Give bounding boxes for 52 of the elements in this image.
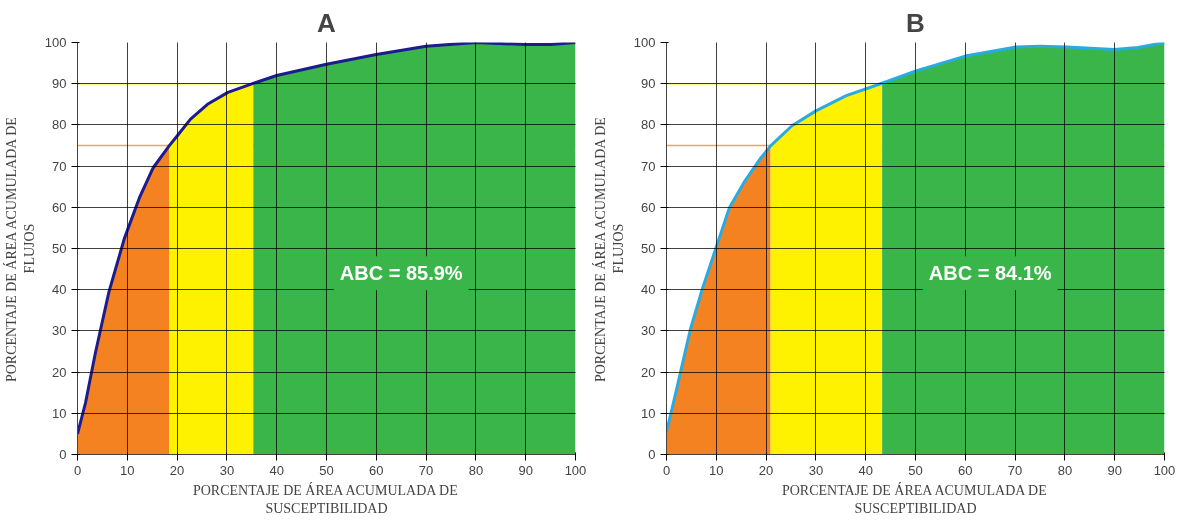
annotation: ABC = 85.9% xyxy=(339,262,463,285)
y-axis-title: PORCENTAJE DE ÁREA ACUMULADA DE FLUJOS xyxy=(2,117,37,383)
annotation: ABC = 84.1% xyxy=(928,262,1052,285)
y-tick-label: 30 xyxy=(641,323,656,339)
y-tick-label: 20 xyxy=(641,364,656,380)
chart-title: A xyxy=(317,7,337,38)
y-tick-label: 0 xyxy=(59,447,67,462)
x-tick-label: 40 xyxy=(858,462,873,478)
y-tick-label: 10 xyxy=(641,405,656,421)
y-tick-label: 100 xyxy=(44,35,67,50)
y-tick-label: 80 xyxy=(641,117,656,133)
x-tick-label: 100 xyxy=(1153,462,1176,478)
x-tick-label: 60 xyxy=(958,462,973,478)
x-tick-label: 20 xyxy=(169,462,185,478)
x-tick-label: 80 xyxy=(468,462,484,478)
y-tick-label: 30 xyxy=(52,323,67,339)
x-tick-label: 70 xyxy=(418,462,434,478)
y-tick-label: 0 xyxy=(648,447,656,462)
x-tick-label: 40 xyxy=(269,462,284,478)
x-tick-label: 20 xyxy=(758,462,774,478)
x-tick-label: 10 xyxy=(709,462,724,478)
x-axis-title: PORCENTAJE DE ÁREA ACUMULADA DE SUSCEPTIBILIDAD xyxy=(781,481,1047,516)
x-tick-label: 0 xyxy=(73,462,82,478)
y-tick-label: 40 xyxy=(52,282,67,298)
x-tick-label: 30 xyxy=(219,462,235,478)
x-tick-label: 60 xyxy=(369,462,384,478)
y-tick-label: 50 xyxy=(52,241,67,256)
y-axis-title: PORCENTAJE DE ÁREA ACUMULADA DE FLUJOS xyxy=(591,117,626,383)
x-axis-title: PORCENTAJE DE ÁREA ACUMULADA DE SUSCEPTIBILIDAD xyxy=(192,481,458,516)
x-tick-label: 10 xyxy=(120,462,135,478)
y-tick-label: 60 xyxy=(52,199,67,215)
y-tick-label: 70 xyxy=(641,158,656,174)
chart-title: B xyxy=(906,7,925,38)
y-tick-label: 10 xyxy=(52,405,67,421)
y-tick-label: 90 xyxy=(52,76,67,92)
y-tick-label: 60 xyxy=(641,199,656,215)
x-tick-label: 100 xyxy=(564,462,587,478)
y-tick-label: 100 xyxy=(633,35,656,50)
y-tick-label: 70 xyxy=(52,158,67,174)
x-tick-label: 70 xyxy=(1007,462,1023,478)
y-tick-label: 90 xyxy=(641,76,656,92)
y-tick-label: 40 xyxy=(641,282,656,298)
x-tick-label: 80 xyxy=(1057,462,1073,478)
x-tick-label: 90 xyxy=(1107,462,1122,478)
y-tick-label: 80 xyxy=(52,117,67,133)
x-tick-label: 50 xyxy=(319,462,334,478)
x-tick-label: 90 xyxy=(518,462,533,478)
y-tick-label: 50 xyxy=(641,241,656,256)
y-tick-label: 20 xyxy=(52,364,67,380)
x-tick-label: 50 xyxy=(908,462,923,478)
x-tick-label: 30 xyxy=(808,462,824,478)
x-tick-label: 0 xyxy=(662,462,671,478)
